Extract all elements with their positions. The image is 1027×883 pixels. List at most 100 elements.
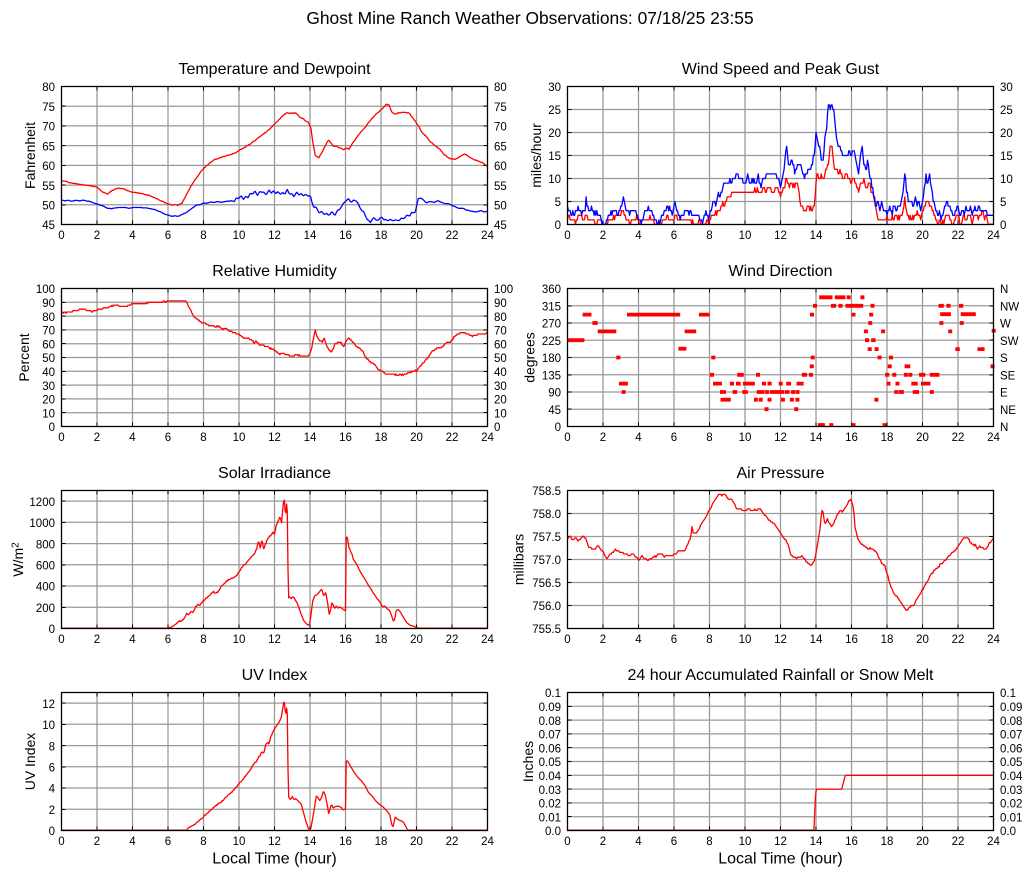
svg-text:15: 15 bbox=[1000, 151, 1013, 163]
svg-text:0.07: 0.07 bbox=[1000, 730, 1022, 742]
svg-text:8: 8 bbox=[706, 634, 712, 646]
svg-text:1200: 1200 bbox=[29, 497, 55, 509]
svg-text:55: 55 bbox=[494, 181, 507, 193]
svg-text:24 hour Accumulated Rainfall o: 24 hour Accumulated Rainfall or Snow Mel… bbox=[628, 667, 934, 684]
svg-text:0.1: 0.1 bbox=[545, 688, 561, 700]
svg-text:0.06: 0.06 bbox=[1000, 743, 1022, 755]
svg-text:0.05: 0.05 bbox=[1000, 757, 1022, 769]
svg-text:24: 24 bbox=[481, 836, 494, 848]
svg-text:UV Index: UV Index bbox=[242, 667, 308, 684]
svg-text:0: 0 bbox=[49, 826, 55, 838]
svg-text:8: 8 bbox=[200, 230, 206, 242]
svg-text:14: 14 bbox=[304, 230, 317, 242]
svg-text:18: 18 bbox=[375, 230, 388, 242]
svg-text:45: 45 bbox=[494, 220, 507, 232]
svg-text:4: 4 bbox=[49, 784, 56, 796]
svg-text:12: 12 bbox=[42, 699, 55, 711]
svg-text:8: 8 bbox=[706, 836, 712, 848]
svg-text:60: 60 bbox=[42, 339, 55, 351]
svg-text:4: 4 bbox=[129, 432, 136, 444]
svg-text:758.5: 758.5 bbox=[532, 486, 561, 498]
svg-text:22: 22 bbox=[952, 634, 965, 646]
svg-text:4: 4 bbox=[635, 432, 642, 444]
svg-text:10: 10 bbox=[233, 634, 246, 646]
svg-text:757.0: 757.0 bbox=[532, 555, 561, 567]
svg-text:4: 4 bbox=[129, 836, 136, 848]
svg-text:70: 70 bbox=[42, 326, 55, 338]
svg-text:24: 24 bbox=[481, 432, 494, 444]
svg-text:6: 6 bbox=[671, 432, 677, 444]
svg-text:6: 6 bbox=[165, 836, 171, 848]
svg-text:4: 4 bbox=[635, 836, 642, 848]
svg-text:2: 2 bbox=[600, 836, 606, 848]
svg-text:2: 2 bbox=[94, 230, 100, 242]
svg-text:70: 70 bbox=[42, 122, 55, 134]
svg-text:65: 65 bbox=[494, 141, 507, 153]
svg-text:degrees: degrees bbox=[522, 332, 538, 383]
svg-text:4: 4 bbox=[635, 634, 642, 646]
svg-text:12: 12 bbox=[774, 432, 787, 444]
svg-text:75: 75 bbox=[494, 102, 507, 114]
svg-text:6: 6 bbox=[49, 763, 55, 775]
svg-text:0: 0 bbox=[564, 634, 570, 646]
svg-text:8: 8 bbox=[200, 836, 206, 848]
svg-text:2: 2 bbox=[600, 634, 606, 646]
svg-text:Wind Speed and Peak Gust: Wind Speed and Peak Gust bbox=[682, 61, 880, 78]
svg-text:0.02: 0.02 bbox=[1000, 799, 1022, 811]
svg-text:10: 10 bbox=[1000, 174, 1013, 186]
svg-text:NE: NE bbox=[1000, 405, 1016, 417]
svg-text:18: 18 bbox=[375, 432, 388, 444]
svg-text:200: 200 bbox=[36, 603, 55, 615]
svg-text:0: 0 bbox=[564, 836, 570, 848]
svg-text:Wind Direction: Wind Direction bbox=[728, 263, 832, 280]
svg-text:4: 4 bbox=[635, 230, 642, 242]
svg-text:10: 10 bbox=[42, 408, 55, 420]
svg-text:24: 24 bbox=[987, 230, 1000, 242]
svg-text:10: 10 bbox=[233, 230, 246, 242]
svg-text:NW: NW bbox=[1000, 301, 1019, 313]
svg-text:20: 20 bbox=[494, 395, 507, 407]
svg-text:4: 4 bbox=[129, 230, 136, 242]
svg-text:60: 60 bbox=[494, 161, 507, 173]
svg-text:10: 10 bbox=[233, 432, 246, 444]
svg-text:758.0: 758.0 bbox=[532, 509, 561, 521]
svg-text:12: 12 bbox=[268, 230, 281, 242]
svg-text:0.03: 0.03 bbox=[1000, 785, 1022, 797]
svg-text:50: 50 bbox=[494, 353, 507, 365]
svg-text:UV Index: UV Index bbox=[22, 733, 38, 791]
svg-text:18: 18 bbox=[881, 634, 894, 646]
svg-text:Inches: Inches bbox=[520, 741, 536, 782]
svg-text:S: S bbox=[1000, 353, 1008, 365]
svg-text:0: 0 bbox=[494, 422, 500, 434]
svg-text:N: N bbox=[1000, 422, 1008, 434]
svg-text:10: 10 bbox=[42, 720, 55, 732]
svg-text:135: 135 bbox=[542, 370, 561, 382]
svg-text:100: 100 bbox=[494, 284, 513, 296]
svg-text:10: 10 bbox=[494, 408, 507, 420]
svg-text:24: 24 bbox=[481, 230, 494, 242]
svg-text:0.08: 0.08 bbox=[1000, 716, 1022, 728]
svg-text:756.5: 756.5 bbox=[532, 578, 561, 590]
svg-text:22: 22 bbox=[952, 432, 965, 444]
svg-text:270: 270 bbox=[542, 319, 561, 331]
svg-text:14: 14 bbox=[810, 432, 823, 444]
svg-text:14: 14 bbox=[810, 634, 823, 646]
svg-text:2: 2 bbox=[94, 432, 100, 444]
svg-text:16: 16 bbox=[845, 836, 858, 848]
svg-text:14: 14 bbox=[304, 836, 317, 848]
svg-text:0: 0 bbox=[58, 230, 64, 242]
svg-text:80: 80 bbox=[42, 312, 55, 324]
svg-text:Solar Irradiance: Solar Irradiance bbox=[218, 465, 331, 482]
svg-text:8: 8 bbox=[49, 741, 55, 753]
svg-text:16: 16 bbox=[845, 432, 858, 444]
svg-text:225: 225 bbox=[542, 336, 561, 348]
svg-text:65: 65 bbox=[42, 141, 55, 153]
svg-text:0: 0 bbox=[58, 836, 64, 848]
svg-text:24: 24 bbox=[481, 634, 494, 646]
svg-text:20: 20 bbox=[42, 395, 55, 407]
svg-text:40: 40 bbox=[42, 367, 55, 379]
svg-text:14: 14 bbox=[810, 230, 823, 242]
svg-text:18: 18 bbox=[881, 836, 894, 848]
svg-text:20: 20 bbox=[548, 128, 561, 140]
svg-text:Local Time (hour): Local Time (hour) bbox=[212, 851, 337, 868]
